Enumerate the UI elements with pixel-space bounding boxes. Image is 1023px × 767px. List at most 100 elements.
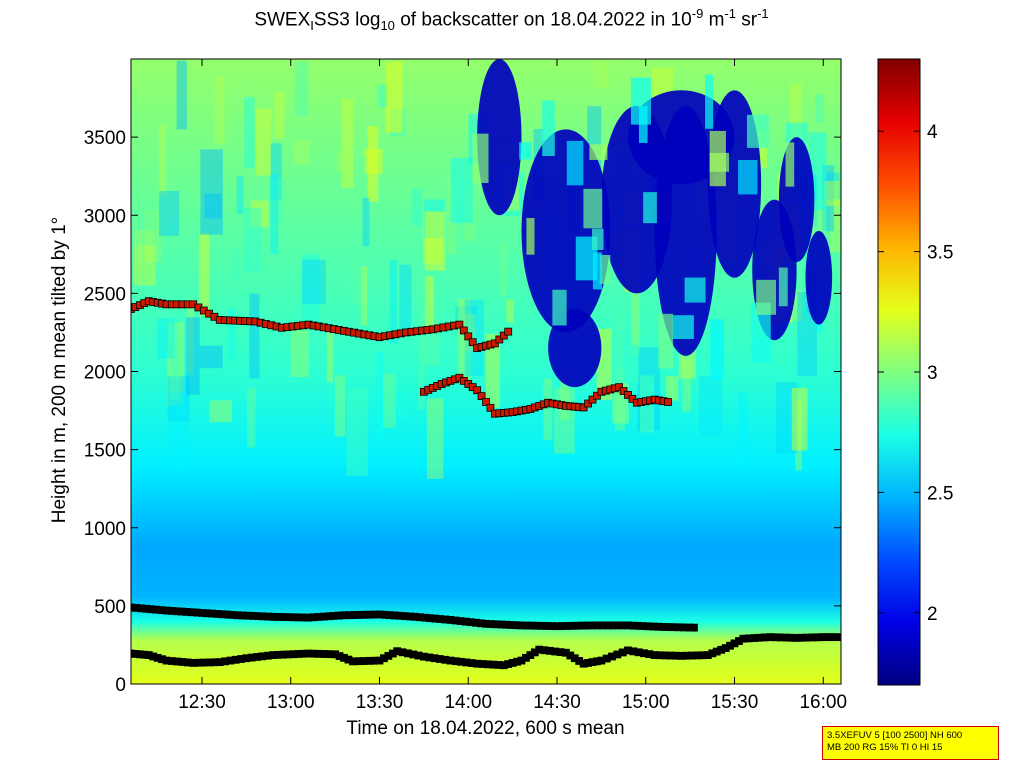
texture-patch xyxy=(738,392,748,466)
texture-patch xyxy=(302,254,320,331)
chart-title: SWEXISS3 log10 of backscatter on 18.04.2… xyxy=(254,6,769,34)
texture-patch xyxy=(167,322,184,407)
layer-marker xyxy=(477,392,486,401)
layer-markers xyxy=(419,373,672,418)
texture-patch xyxy=(709,130,726,187)
texture-patch xyxy=(593,60,609,88)
plot-content xyxy=(131,59,841,684)
x-tick-label: 15:00 xyxy=(622,692,670,713)
texture-patch xyxy=(334,375,346,437)
layer-marker xyxy=(490,339,499,348)
texture-patch xyxy=(422,211,443,264)
layer-marker xyxy=(628,394,637,403)
texture-patch xyxy=(159,190,180,236)
layer-marker xyxy=(495,335,504,344)
texture-patch xyxy=(411,188,423,226)
layer-marker xyxy=(486,403,495,412)
texture-patch xyxy=(589,144,608,160)
colorbar-tick-label: 3 xyxy=(927,363,938,384)
texture-patch xyxy=(294,61,309,117)
layer-marker xyxy=(459,326,468,335)
texture-patch xyxy=(778,267,788,307)
texture-patch xyxy=(426,398,444,479)
texture-patch xyxy=(385,61,403,133)
layer-marker xyxy=(624,391,632,399)
texture-patch xyxy=(464,299,484,377)
texture-patch xyxy=(710,319,724,379)
texture-patch xyxy=(236,175,244,215)
texture-patch xyxy=(204,193,222,219)
x-tick-label: 15:30 xyxy=(711,692,759,713)
texture-patch xyxy=(377,84,389,108)
texture-patch xyxy=(169,392,189,470)
texture-patch xyxy=(583,188,603,229)
texture-patch xyxy=(682,358,692,412)
layer-marker xyxy=(584,399,592,408)
texture-patch xyxy=(592,252,603,290)
texture-patch xyxy=(446,177,457,255)
texture-patch xyxy=(143,210,161,263)
texture-patch xyxy=(599,255,611,284)
texture-patch xyxy=(336,150,347,172)
layer-marker xyxy=(468,338,477,347)
clear-air-region xyxy=(805,230,833,325)
texture-patch xyxy=(167,376,190,422)
layer-marker xyxy=(464,332,473,341)
layer-markers xyxy=(131,297,513,352)
clear-air-region xyxy=(778,137,815,263)
texture-patch xyxy=(249,293,260,379)
layer-markers xyxy=(131,633,841,670)
layer-marker xyxy=(504,327,513,336)
texture-patch xyxy=(423,199,445,239)
texture-patch xyxy=(450,158,473,223)
texture-patch xyxy=(156,318,175,359)
texture-patch xyxy=(176,60,187,130)
texture-patch xyxy=(198,233,210,317)
settings-line-2: MB 200 RG 15% TI 0 HI 15 xyxy=(827,742,943,753)
texture-patch xyxy=(186,317,200,395)
texture-patch xyxy=(349,241,368,304)
texture-patch xyxy=(293,139,310,166)
texture-patch xyxy=(158,124,167,198)
texture-patch xyxy=(785,142,795,187)
layer-marker xyxy=(482,398,490,406)
texture-patch xyxy=(290,321,309,378)
texture-patch xyxy=(359,155,367,201)
texture-patch xyxy=(270,174,279,255)
colorbar-tick-label: 2 xyxy=(927,604,938,625)
texture-patch xyxy=(643,192,657,224)
texture-patch xyxy=(566,140,584,186)
x-tick-label: 13:30 xyxy=(356,692,404,713)
texture-patch xyxy=(362,197,370,247)
y-tick-label: 1500 xyxy=(84,441,126,462)
texture-patch xyxy=(627,344,639,384)
y-axis-label: Height in m, 200 m mean tilted by 1° xyxy=(49,216,70,524)
texture-patch xyxy=(170,314,180,400)
texture-patch xyxy=(389,259,397,344)
texture-patch xyxy=(186,299,194,375)
y-tick-label: 1000 xyxy=(84,519,126,540)
texture-patch xyxy=(346,388,368,476)
layer-marker xyxy=(499,331,508,340)
texture-patch xyxy=(829,200,841,252)
x-tick-label: 14:00 xyxy=(444,692,492,713)
texture-patch xyxy=(592,228,604,250)
texture-patch xyxy=(684,277,706,303)
layer-marker xyxy=(690,623,698,632)
texture-patch xyxy=(209,400,232,423)
layer-marker xyxy=(615,383,624,392)
texture-patch xyxy=(705,74,714,129)
texture-patch xyxy=(699,375,723,435)
texture-patch xyxy=(255,108,272,176)
y-tick-label: 2500 xyxy=(84,284,126,305)
texture-patch xyxy=(269,178,286,225)
texture-patch xyxy=(751,302,771,363)
x-tick-label: 16:00 xyxy=(799,692,847,713)
settings-line-1: 3.5XEFUV 5 [100 2500] NH 600 xyxy=(827,730,963,741)
texture-patch xyxy=(791,387,808,451)
texture-patch xyxy=(425,275,434,334)
colorbar xyxy=(877,58,921,686)
y-tick-label: 3000 xyxy=(84,206,126,227)
